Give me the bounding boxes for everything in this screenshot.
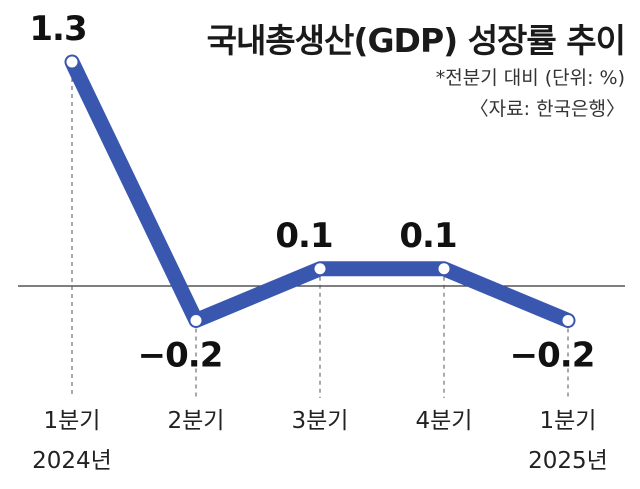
data-label-2: −0.2: [138, 335, 223, 375]
x-tick-label-1: 1분기: [44, 408, 101, 434]
x-tick-year-1: 2024년: [32, 448, 112, 474]
data-point-5: [562, 314, 574, 326]
x-tick-label-2: 2분기: [168, 408, 225, 434]
data-point-1: [66, 56, 78, 68]
x-tick-label-5: 1분기: [540, 408, 597, 434]
data-point-4: [438, 263, 450, 275]
data-point-3: [314, 263, 326, 275]
plot-area: 1.3 −0.2 0.1 0.1 −0.2 1분기 2024년 2분기 3분기 4분기 1분기 202…: [18, 9, 625, 474]
data-label-1: 1.3: [29, 9, 86, 49]
chart-title: 국내총생산(GDP) 성장률 추이: [207, 21, 625, 60]
chart-subtitle: *전분기 대비 (단위: %): [436, 67, 625, 89]
data-point-2: [190, 314, 202, 326]
x-tick-year-5: 2025년: [528, 448, 608, 474]
data-label-5: −0.2: [510, 335, 595, 375]
data-label-3: 0.1: [275, 216, 332, 256]
x-tick-label-3: 3분기: [292, 408, 349, 434]
chart-source: 〈자료: 한국은행〉: [470, 98, 625, 120]
x-tick-label-4: 4분기: [416, 408, 473, 434]
data-label-4: 0.1: [399, 216, 456, 256]
